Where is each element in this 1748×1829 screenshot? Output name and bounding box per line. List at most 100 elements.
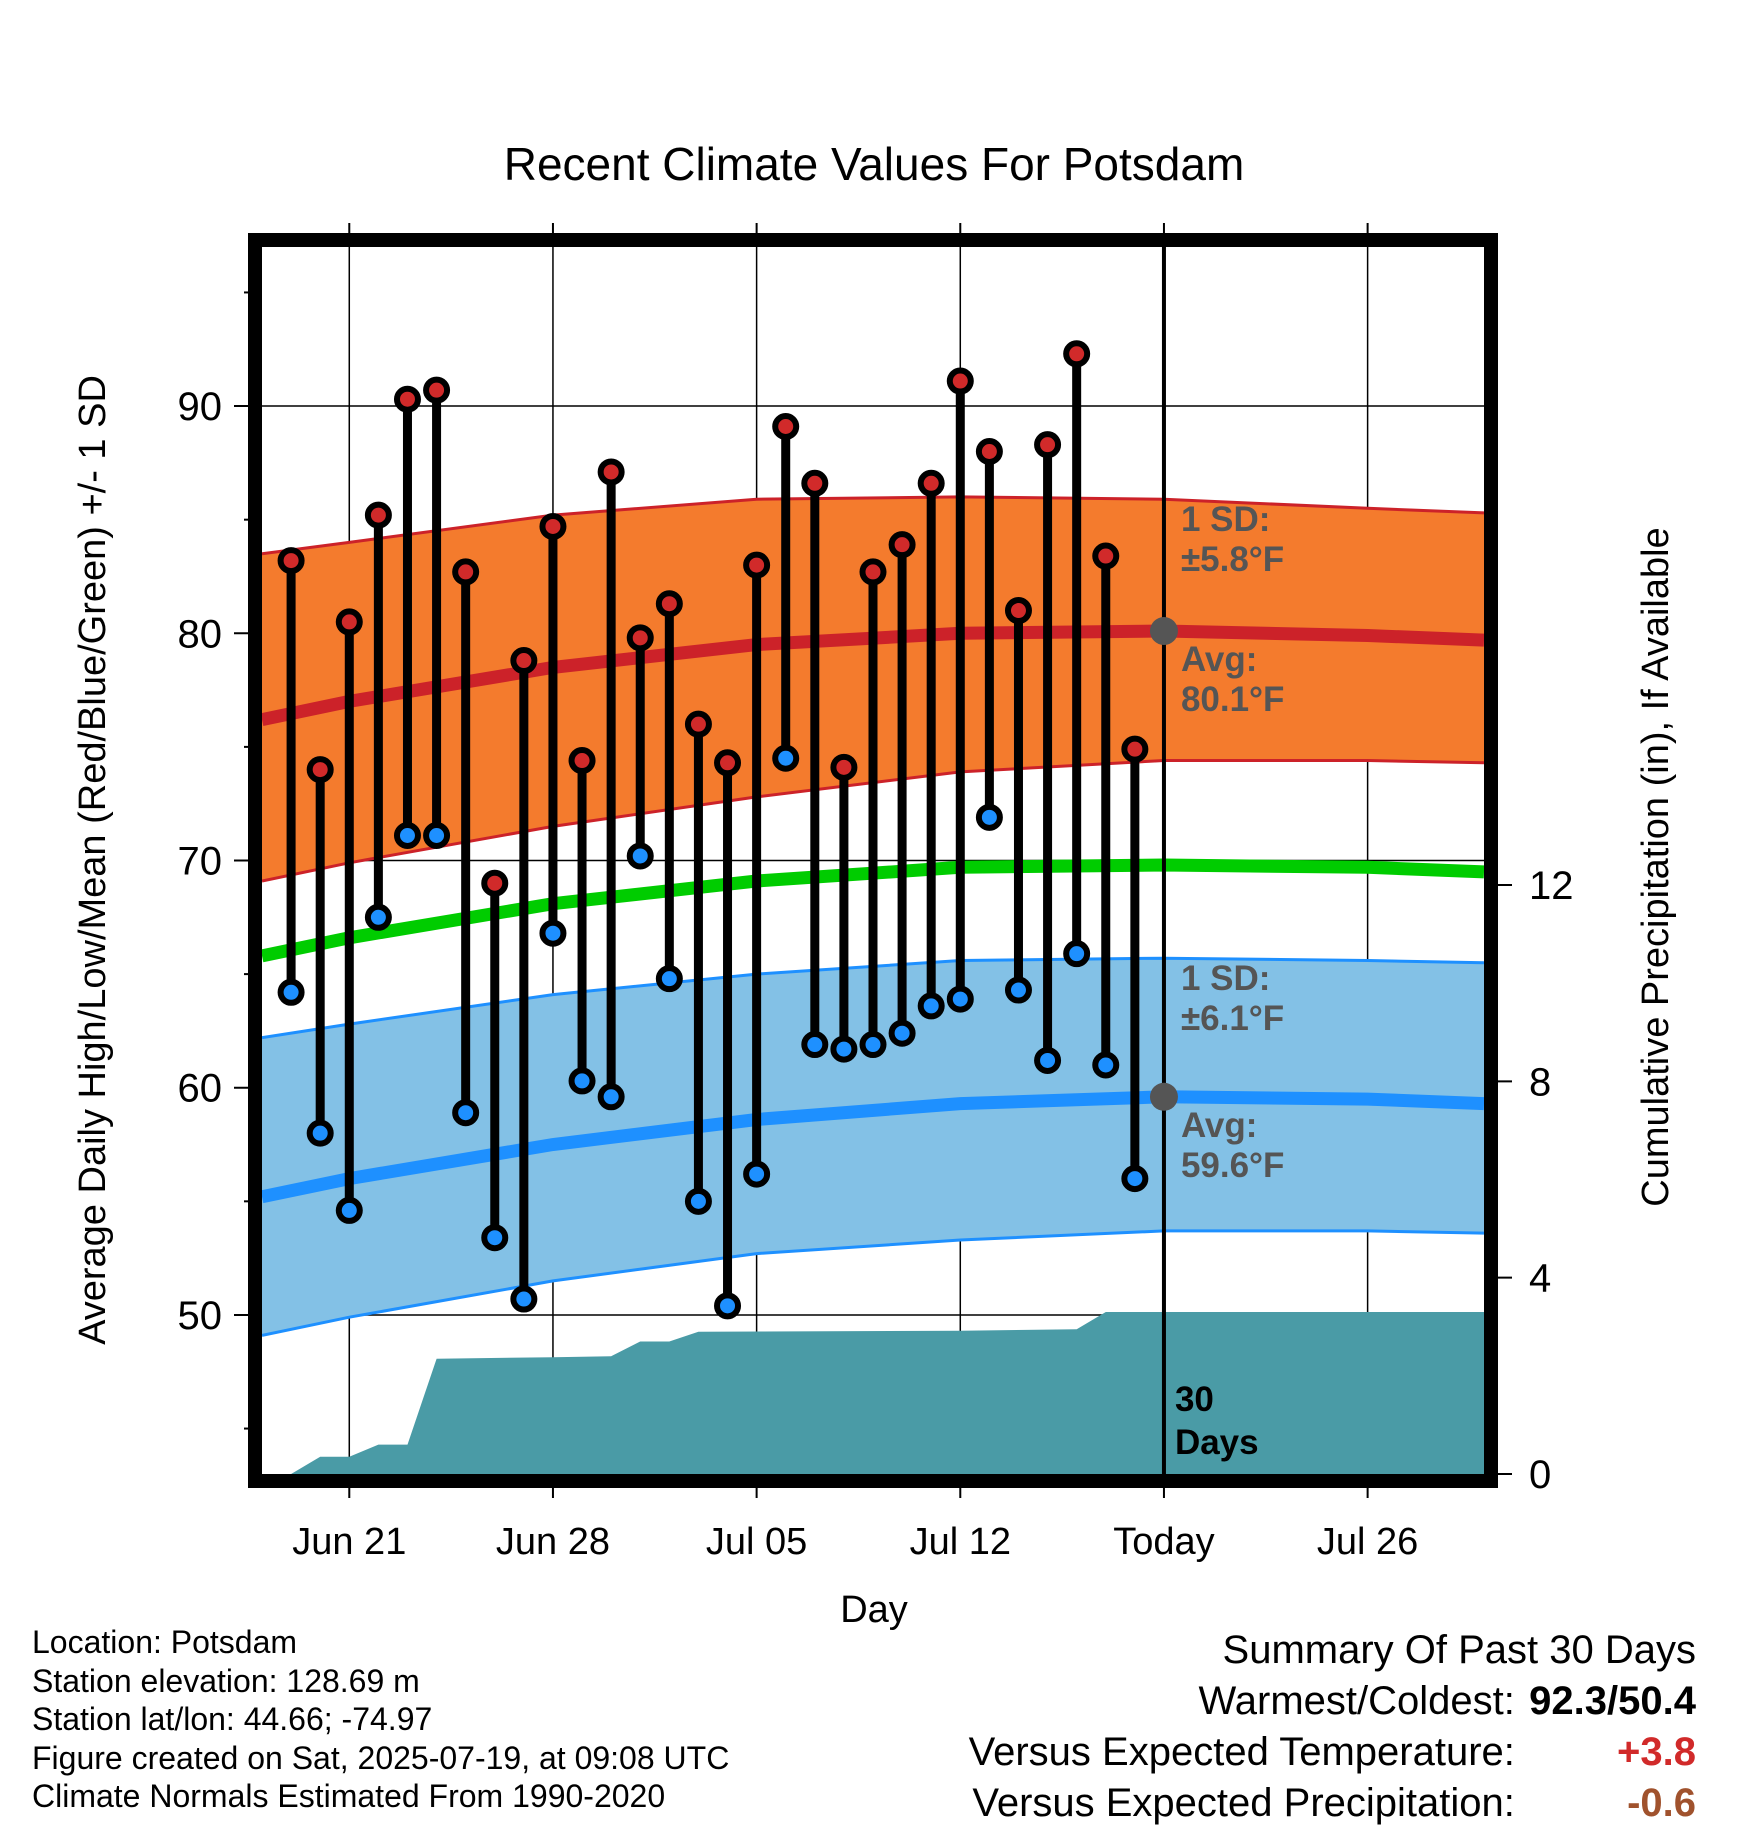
low-point — [539, 919, 567, 947]
high-sd-band-upper-edge — [262, 495, 1484, 556]
high-point — [423, 376, 451, 404]
low-point — [277, 978, 305, 1006]
high-sd-value: ±5.8°F — [1181, 540, 1284, 579]
high-point — [1034, 431, 1062, 459]
low-point — [859, 1031, 887, 1059]
x-tick-label: Jul 26 — [1317, 1521, 1418, 1563]
summary-panel: Summary Of Past 30 Days Warmest/Coldest:… — [969, 1625, 1696, 1829]
low-avg-value: 59.6°F — [1181, 1146, 1285, 1185]
high-avg-line — [262, 624, 1484, 726]
low-point — [975, 803, 1003, 831]
high-sd-label: 1 SD: — [1181, 500, 1270, 539]
low-point — [597, 1083, 625, 1111]
y-tick-label: 50 — [178, 1294, 223, 1338]
high-point — [452, 558, 480, 586]
high-point — [714, 749, 742, 777]
high-point — [1004, 597, 1032, 625]
low-point — [481, 1224, 509, 1252]
low-point — [306, 1119, 334, 1147]
low-point — [626, 842, 654, 870]
low-point — [1092, 1051, 1120, 1079]
low-sd-label: 1 SD: — [1181, 959, 1270, 998]
high-avg-label: Avg: — [1181, 640, 1257, 679]
low-sd-value: ±6.1°F — [1181, 999, 1284, 1038]
high-point — [975, 438, 1003, 465]
days-number: 30 — [1175, 1380, 1214, 1419]
today-low-avg-marker — [1149, 1082, 1178, 1111]
low-point — [1004, 976, 1032, 1004]
temp-anomaly-label: Versus Expected Temperature: — [968, 1730, 1515, 1774]
high-point — [306, 756, 334, 784]
created-text: Figure created on Sat, 2025-07-19, at 09… — [32, 1739, 730, 1776]
y2-tick-label: 8 — [1529, 1060, 1551, 1104]
warmest-value: 92.3 — [1529, 1679, 1608, 1723]
mean-line — [262, 858, 1484, 963]
high-point — [1063, 340, 1091, 368]
precip-area — [291, 1312, 1484, 1474]
low-point — [510, 1285, 538, 1313]
warm-cold-separator: / — [1607, 1679, 1619, 1723]
y2-tick-label: 12 — [1529, 864, 1574, 908]
high-point — [888, 531, 916, 559]
low-point — [714, 1292, 742, 1320]
y2-tick-label: 4 — [1529, 1257, 1551, 1301]
high-point — [1092, 542, 1120, 570]
low-point — [568, 1067, 596, 1095]
coldest-value: 50.4 — [1618, 1679, 1696, 1723]
high-point — [859, 558, 887, 586]
x-tick-label: Jul 12 — [910, 1521, 1011, 1563]
low-point — [364, 903, 392, 931]
high-sd-band-lower-edge — [262, 759, 1484, 883]
days-label: Days — [1175, 1423, 1259, 1462]
low-point — [917, 992, 945, 1020]
low-avg-label: Avg: — [1181, 1106, 1257, 1145]
today-high-avg-marker — [1149, 617, 1178, 646]
precip-anomaly-label: Versus Expected Precipitation: — [972, 1781, 1515, 1825]
high-avg-value: 80.1°F — [1181, 680, 1285, 719]
summary-title: Summary Of Past 30 Days — [1222, 1628, 1696, 1672]
location-text: Location: Potsdam — [32, 1624, 298, 1660]
high-point — [801, 469, 829, 497]
low-point — [888, 1019, 916, 1047]
high-point — [772, 413, 800, 441]
precip-anomaly-row: Versus Expected Precipitation: -0.6 — [969, 1778, 1696, 1829]
y-axis-label: Average Daily High/Low/Mean (Red/Blue/Gr… — [72, 375, 114, 1345]
high-point — [335, 608, 363, 636]
high-point — [946, 367, 974, 395]
high-point — [830, 753, 858, 781]
x-tick-label: Jul 05 — [706, 1521, 807, 1563]
warm-cold-label: Warmest/Coldest: — [1198, 1679, 1515, 1723]
y-tick-label: 90 — [178, 385, 223, 429]
low-point — [684, 1187, 712, 1215]
low-point — [743, 1160, 771, 1188]
low-sd-band-upper-edge — [262, 956, 1484, 1040]
y-tick-label: 60 — [178, 1067, 223, 1111]
low-point — [655, 965, 683, 993]
high-point — [393, 385, 421, 413]
station-info: Location: Potsdam Station elevation: 128… — [32, 1623, 729, 1816]
high-point — [568, 747, 596, 775]
low-point — [772, 744, 800, 772]
x-axis-label: Day — [840, 1589, 908, 1631]
y2-tick-label: 0 — [1529, 1453, 1551, 1497]
low-point — [946, 985, 974, 1013]
high-point — [539, 512, 567, 540]
y-tick-label: 70 — [178, 840, 223, 884]
low-point — [452, 1099, 480, 1127]
high-point — [510, 647, 538, 675]
low-sd-band-lower-edge — [262, 1229, 1484, 1337]
elevation-text: Station elevation: 128.69 m — [32, 1662, 420, 1699]
low-sd-band — [262, 958, 1484, 1336]
warm-cold-value: 92.3/50.4 — [1526, 1676, 1696, 1727]
y-tick-label: 80 — [178, 612, 223, 656]
low-avg-line — [262, 1090, 1484, 1204]
high-point — [655, 590, 683, 618]
low-point — [1034, 1046, 1062, 1074]
high-point — [917, 469, 945, 497]
x-tick-label: Jun 21 — [292, 1521, 406, 1563]
low-point — [423, 822, 451, 850]
low-point — [1121, 1165, 1149, 1193]
low-point — [393, 822, 421, 850]
low-point — [335, 1196, 363, 1224]
